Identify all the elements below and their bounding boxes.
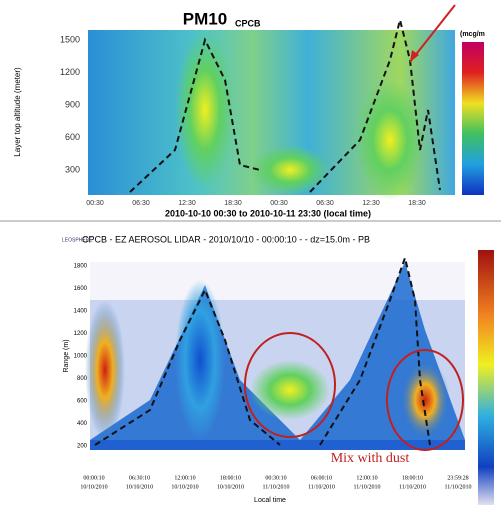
x-tick-label: 23:59:28 <box>447 475 468 481</box>
x-tick-label: 18:30 <box>224 200 242 207</box>
heatmap-blob <box>250 145 330 195</box>
x-tick-label: 00:30 <box>270 200 288 207</box>
x-tick-label: 10/10/2010 <box>171 484 198 490</box>
y-label: Layer top altitude (meter) <box>13 67 22 157</box>
highlight-circle <box>244 332 336 438</box>
boundary-curve <box>309 19 441 193</box>
x-tick-label: 12:30 <box>178 200 196 207</box>
colorbar-label: (mcg/m <box>460 31 485 38</box>
x-tick-label: 11/10/2010 <box>262 484 289 490</box>
boundary-curve <box>129 37 261 193</box>
x-tick-label: 11/10/2010 <box>353 484 380 490</box>
subtitle: CPCB <box>235 18 261 28</box>
y-tick-label: 300 <box>65 164 80 174</box>
x-tick-label: 18:00:10 <box>402 475 423 481</box>
y-tick-label: 1000 <box>74 354 88 360</box>
arrow <box>409 4 456 63</box>
x-tick-label: 00:30 <box>86 200 104 207</box>
x-tick-label: 06:30 <box>132 200 150 207</box>
logo: LEOSPHERE <box>62 237 93 243</box>
x-tick-label: 11/10/2010 <box>444 484 471 490</box>
colorbar <box>478 250 494 505</box>
x-tick-label: 18:30 <box>408 200 426 207</box>
header: CPCB - EZ AEROSOL LIDAR - 2010/10/10 - 0… <box>82 234 370 244</box>
x-tick-label: 10/10/2010 <box>126 484 153 490</box>
y-label: Range (m) <box>63 339 70 372</box>
y-tick-label: 600 <box>65 132 80 142</box>
x-tick-label: 00:00:10 <box>83 475 104 481</box>
x-label: Local time <box>254 497 286 504</box>
y-tick-label: 600 <box>77 399 88 405</box>
y-tick-label: 200 <box>77 444 88 450</box>
y-tick-label: 900 <box>65 99 80 109</box>
x-label: 2010-10-10 00:30 to 2010-10-11 23:30 (lo… <box>165 208 371 218</box>
heatmap-blob <box>85 300 125 440</box>
y-tick-label: 1500 <box>60 34 80 44</box>
x-tick-label: 11/10/2010 <box>308 484 335 490</box>
heatmap-blob <box>250 360 330 420</box>
heatmap-blob <box>400 360 450 440</box>
x-tick-label: 06:00:10 <box>311 475 332 481</box>
y-tick-label: 1200 <box>74 331 88 337</box>
x-tick-label: 12:00:10 <box>174 475 195 481</box>
y-tick-label: 1800 <box>74 264 88 270</box>
y-tick-label: 1400 <box>74 309 88 315</box>
y-tick-label: 1200 <box>60 67 80 77</box>
highlight-circle <box>386 349 464 451</box>
x-tick-label: 11/10/2010 <box>399 484 426 490</box>
heatmap-layer <box>90 440 465 450</box>
x-tick-label: 12:00:10 <box>356 475 377 481</box>
y-tick-label: 400 <box>77 421 88 427</box>
arrow-head <box>410 50 419 62</box>
x-tick-label: 00:30:10 <box>265 475 286 481</box>
heatmap-blob <box>175 30 235 190</box>
title: PM10 <box>183 9 227 28</box>
heatmap-blob <box>175 280 225 440</box>
colorbar <box>462 42 484 195</box>
x-tick-label: 06:30:10 <box>129 475 150 481</box>
boundary-curve <box>94 287 281 446</box>
annotation: Mix with dust <box>331 451 410 466</box>
y-tick-label: 800 <box>77 376 88 382</box>
x-tick-label: 12:30 <box>362 200 380 207</box>
x-tick-label: 18:00:10 <box>220 475 241 481</box>
heatmap-blob <box>355 80 425 200</box>
x-tick-label: 10/10/2010 <box>217 484 244 490</box>
y-tick-label: 1600 <box>74 286 88 292</box>
x-tick-label: 06:30 <box>316 200 334 207</box>
x-tick-label: 10/10/2010 <box>80 484 107 490</box>
